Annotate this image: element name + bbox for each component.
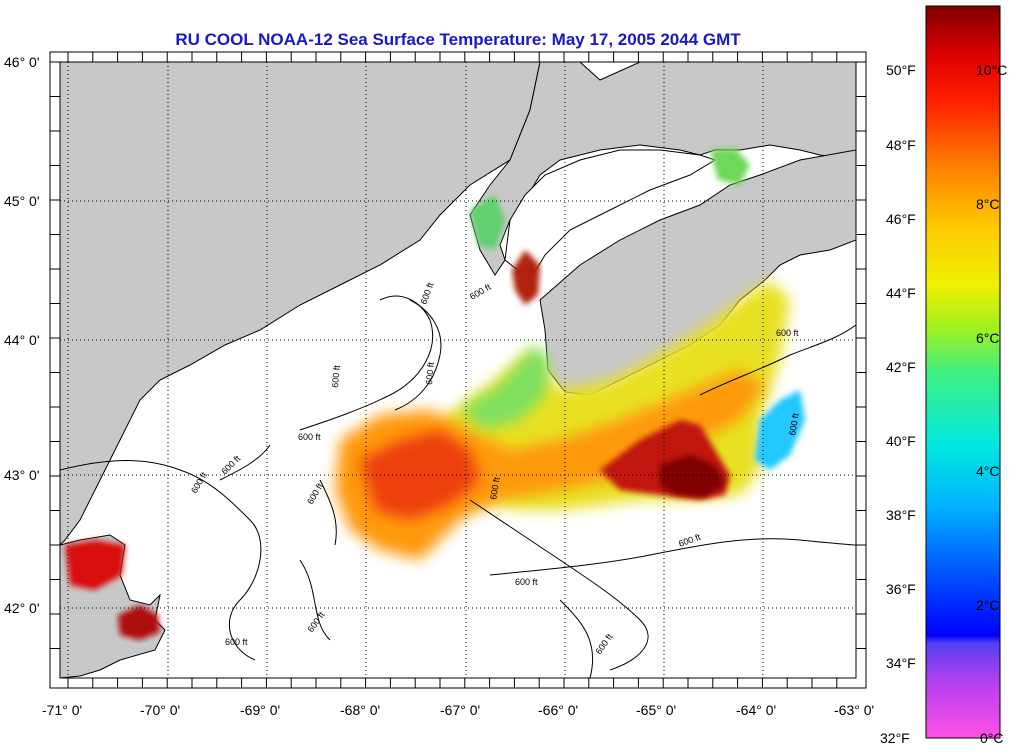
contour-label: 600 ft bbox=[488, 476, 502, 500]
grid bbox=[60, 62, 856, 678]
bay-of-fundy bbox=[504, 149, 717, 281]
contour-label: 600 ft bbox=[225, 637, 248, 647]
colorbar-f-label: 50°F bbox=[886, 62, 916, 78]
lon-label: -64° 0' bbox=[736, 702, 777, 718]
colorbar-c-label: 6°C bbox=[976, 330, 1000, 346]
lon-label: -67° 0' bbox=[440, 702, 481, 718]
lat-label: 45° 0' bbox=[4, 193, 40, 209]
colorbar-c-label: 2°C bbox=[976, 597, 1000, 613]
lon-label: -63° 0' bbox=[834, 702, 875, 718]
colorbar-f-label: 36°F bbox=[886, 581, 916, 597]
contour-label: 600 ft bbox=[787, 412, 801, 436]
colorbar-f-label: 38°F bbox=[886, 507, 916, 523]
colorbar-c-label: 0°C bbox=[980, 730, 1004, 746]
contour-label: 600 ft bbox=[330, 364, 342, 388]
colorbar-f-label: 48°F bbox=[886, 137, 916, 153]
colorbar-f-label: 46°F bbox=[886, 211, 916, 227]
sst-cold-patch bbox=[755, 390, 805, 470]
lon-label: -70° 0' bbox=[140, 702, 181, 718]
lat-label: 42° 0' bbox=[4, 600, 40, 616]
colorbar-c-label: 10°C bbox=[976, 62, 1008, 78]
contour-label: 600 ft bbox=[424, 361, 436, 385]
colorbar-f-label: 44°F bbox=[886, 285, 916, 301]
contour-label: 600 ft bbox=[298, 432, 321, 442]
sst-cape-cod bbox=[65, 540, 125, 590]
colorbar-f-label: 42°F bbox=[886, 359, 916, 375]
sst-minas-green bbox=[710, 148, 750, 185]
lat-label: 46° 0' bbox=[4, 54, 40, 70]
map-title: RU COOL NOAA-12 Sea Surface Temperature:… bbox=[175, 30, 741, 49]
lon-label: -68° 0' bbox=[340, 702, 381, 718]
lat-label: 44° 0' bbox=[4, 332, 40, 348]
colorbar-c-label: 4°C bbox=[976, 463, 1000, 479]
lon-label: -69° 0' bbox=[240, 702, 281, 718]
colorbar-f-label: 32°F bbox=[880, 730, 910, 746]
land-new-brunswick bbox=[469, 62, 856, 276]
contour-label: 600 ft bbox=[776, 328, 799, 338]
bathymetry-contours bbox=[60, 295, 856, 678]
colorbar-c-label: 8°C bbox=[976, 196, 1000, 212]
colorbar-f-label: 34°F bbox=[886, 655, 916, 671]
sst-green-plume bbox=[460, 345, 550, 430]
frame-ticks bbox=[50, 52, 866, 688]
map-outer-frame bbox=[49, 51, 867, 689]
lon-label: -66° 0' bbox=[538, 702, 579, 718]
lon-label: -71° 0' bbox=[42, 702, 83, 718]
land-new-england bbox=[60, 62, 541, 546]
lon-label: -65° 0' bbox=[636, 702, 677, 718]
sst-orange-field bbox=[335, 370, 765, 560]
sst-cape-cod-south bbox=[118, 605, 160, 640]
contour-label: 600 ft bbox=[515, 577, 538, 587]
map-frame bbox=[59, 61, 857, 679]
colorbar-f-label: 40°F bbox=[886, 433, 916, 449]
colorbar bbox=[925, 5, 1001, 739]
lat-label: 43° 0' bbox=[4, 467, 40, 483]
sst-fundy-mouth bbox=[512, 250, 540, 305]
sst-eastern-core bbox=[660, 455, 725, 497]
sst-fundy-green bbox=[470, 195, 505, 250]
